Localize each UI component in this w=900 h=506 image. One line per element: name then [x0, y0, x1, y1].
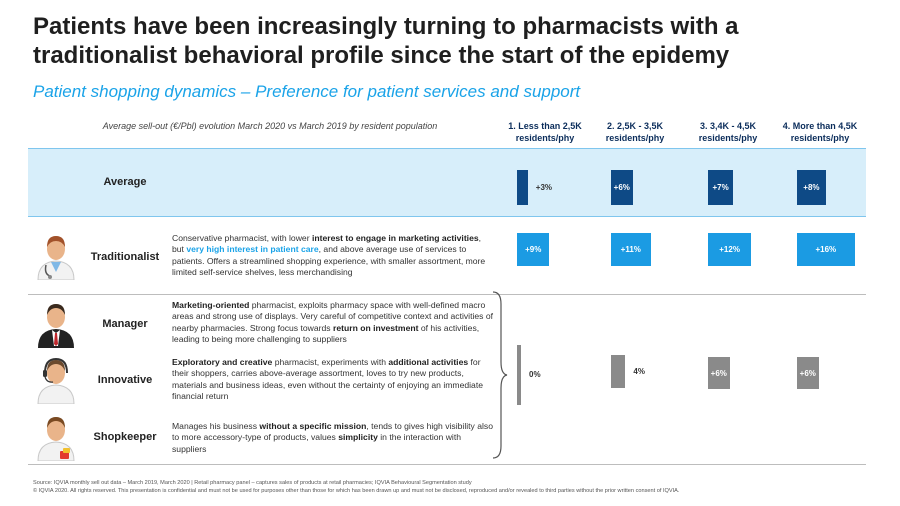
row-divider — [28, 464, 866, 465]
bar-others-2 — [611, 355, 626, 388]
bar-others-1 — [517, 345, 521, 405]
column-header-1: 1. Less than 2,5K residents/phy — [508, 121, 582, 143]
description-manager: Marketing-oriented pharmacist, exploits … — [172, 300, 494, 344]
row-divider — [28, 294, 866, 295]
headset-person-icon — [34, 356, 78, 405]
bar-others-4: +6% — [797, 357, 819, 389]
shopkeeper-person-icon — [34, 413, 78, 462]
group-brace — [492, 291, 508, 459]
businessman-person-icon — [34, 300, 78, 348]
bar-label-others-2: 4% — [633, 366, 645, 376]
column-header-3: 3. 3,4K - 4,5K residents/phy — [698, 121, 758, 143]
bar-label-average-3: +7% — [712, 183, 729, 192]
doctor-person-icon — [34, 232, 78, 281]
bar-label-others-1: 0% — [529, 370, 541, 379]
bar-traditionalist-2: +11% — [611, 233, 651, 266]
bar-average-2: +6% — [611, 170, 633, 205]
column-header-2: 2. 2,5K - 3,5K residents/phy — [605, 121, 665, 143]
bar-average-4: +8% — [797, 170, 826, 205]
bar-label-average-2: +6% — [613, 183, 630, 192]
chart-caption: Average sell-out (€/Pbl) evolution March… — [102, 121, 438, 131]
row-label-innovative: Innovative — [97, 374, 153, 386]
row-label-average: Average — [103, 176, 147, 188]
bar-label-traditionalist-2: +11% — [620, 245, 641, 254]
bar-traditionalist-1: +9% — [517, 233, 550, 266]
bar-others-3: +6% — [708, 357, 730, 389]
footer-source: Source: IQVIA monthly sell out data – Ma… — [33, 480, 472, 486]
column-header-4: 4. More than 4,5K residents/phy — [782, 121, 858, 143]
row-label-shopkeeper: Shopkeeper — [93, 431, 157, 443]
row-label-manager: Manager — [102, 318, 148, 330]
bar-traditionalist-3: +12% — [708, 233, 752, 266]
bar-label-traditionalist-1: +9% — [525, 245, 542, 254]
bar-label-traditionalist-3: +12% — [719, 245, 740, 254]
bar-label-others-3: +6% — [710, 368, 727, 378]
row-label-traditionalist: Traditionalist — [90, 251, 160, 263]
bar-label-average-1: +3% — [535, 182, 553, 192]
description-innovative: Exploratory and creative pharmacist, exp… — [172, 357, 483, 401]
bar-average-1 — [517, 170, 528, 205]
bar-label-others-4: +6% — [799, 368, 816, 378]
footer-copyright: © IQVIA 2020. All rights reserved. This … — [33, 488, 680, 494]
description-traditionalist: Conservative pharmacist, with lower inte… — [172, 233, 486, 277]
page-title: Patients have been increasingly turning … — [33, 13, 739, 69]
page-subtitle: Patient shopping dynamics – Preference f… — [33, 82, 581, 101]
bar-label-average-4: +8% — [803, 183, 820, 192]
description-shopkeeper: Manages his business without a specific … — [172, 421, 493, 454]
bar-traditionalist-4: +16% — [797, 233, 855, 266]
bar-average-3: +7% — [708, 170, 734, 205]
bar-label-traditionalist-4: +16% — [815, 245, 837, 254]
